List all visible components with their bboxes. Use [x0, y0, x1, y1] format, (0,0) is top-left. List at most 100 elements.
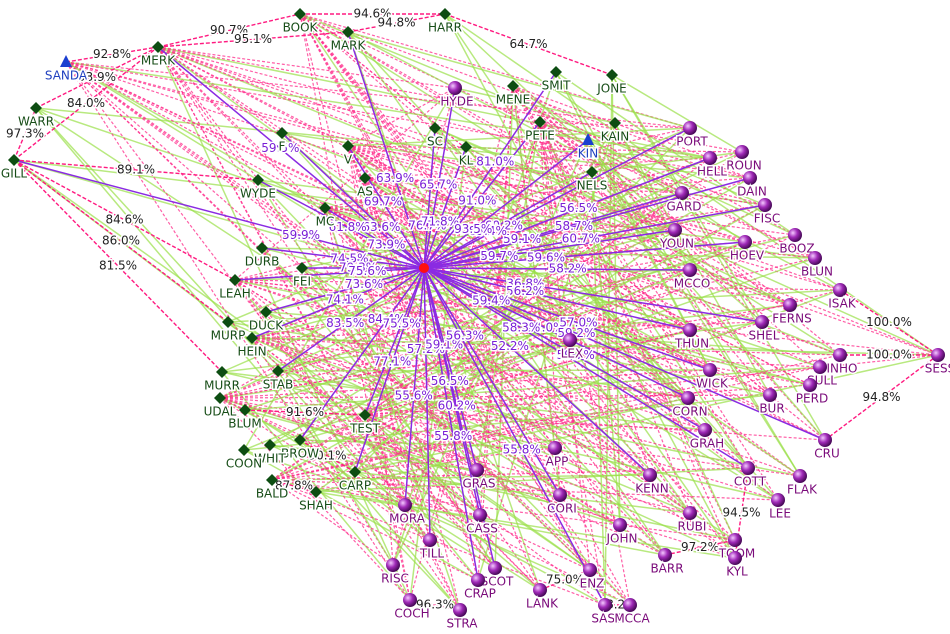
spoke-label: 81.0%	[476, 155, 514, 169]
node-label: RUBI	[678, 520, 707, 534]
background-edge	[539, 121, 631, 606]
node-label: UDAL	[204, 405, 237, 419]
edge	[824, 354, 939, 441]
spoke-label: 55.8%	[434, 429, 472, 443]
spoke-label: 60.7%	[562, 232, 600, 246]
node-label: ISAK	[828, 297, 857, 311]
edge	[347, 13, 446, 33]
diamond-node	[264, 439, 276, 451]
background-edge	[324, 127, 691, 209]
edge	[35, 46, 159, 109]
background-edge	[347, 145, 666, 556]
node-label: BOOK	[283, 21, 319, 35]
spoke-label: 84.4%	[368, 312, 406, 326]
edge	[244, 409, 366, 416]
spoke-label: 55.6%	[395, 388, 433, 402]
edge-label: 93.9%	[78, 70, 116, 84]
background-edge	[434, 127, 736, 559]
background-edge	[444, 13, 676, 231]
background-edge	[219, 397, 591, 571]
spoke-label: 56.5%	[431, 374, 469, 388]
background-edge	[251, 337, 841, 356]
background-edge	[219, 394, 771, 399]
node-label: TEST	[349, 422, 381, 436]
spoke-label: 75.6%	[348, 264, 386, 278]
background-edge	[301, 192, 683, 269]
edge-label: 91.6%	[286, 405, 324, 419]
node-label: GRAH	[690, 437, 724, 451]
spoke-label: 36.8%	[506, 277, 544, 291]
sphere-node	[598, 598, 612, 612]
spoke	[347, 31, 425, 269]
spoke	[423, 121, 541, 269]
background-edge	[591, 171, 621, 526]
spoke-label: 61.8%	[329, 220, 367, 234]
sphere-node	[553, 488, 567, 502]
spoke	[423, 139, 589, 269]
background-edge	[219, 397, 411, 601]
node-label: WARR	[18, 115, 54, 129]
diamond-node	[30, 102, 42, 114]
sphere-node	[398, 498, 412, 512]
background-edge	[65, 61, 631, 606]
edge-label: 90.1%	[308, 449, 346, 463]
background-edge	[251, 337, 556, 449]
spoke-label: 54.0%	[526, 320, 564, 334]
sphere-node	[741, 461, 755, 475]
background-edge	[324, 207, 691, 514]
background-edge	[219, 397, 651, 476]
background-edge	[611, 74, 763, 323]
spoke	[265, 267, 425, 313]
background-edge	[555, 71, 801, 477]
background-edge	[271, 321, 763, 481]
spoke-label: 71.8%	[421, 215, 459, 229]
spoke-label: 59.7%	[557, 348, 595, 362]
edge-label: 86.0%	[102, 234, 140, 248]
sphere-node	[613, 518, 627, 532]
spoke	[423, 267, 606, 606]
edge-label: 94.6%	[353, 7, 391, 21]
spoke-label: 79.3%	[339, 261, 377, 275]
diamond-node	[310, 486, 322, 498]
spoke-label: 56.3%	[446, 329, 484, 343]
spoke-label: 59.1%	[503, 232, 541, 246]
background-edge	[392, 139, 589, 566]
spoke-label: 56.2%	[506, 284, 544, 298]
background-edge	[65, 61, 736, 559]
spoke-label: 58.7%	[555, 219, 593, 233]
spoke	[277, 267, 425, 372]
spoke	[354, 267, 425, 473]
background-edge	[444, 13, 939, 356]
sphere-node	[453, 603, 467, 617]
edge-label: 97.2%	[681, 540, 719, 554]
node-label: FLAK	[787, 483, 818, 497]
spoke-label: 59.6%	[527, 251, 565, 265]
edge	[13, 107, 37, 161]
sphere-node	[448, 81, 462, 95]
spoke	[157, 46, 425, 269]
background-edge	[13, 159, 816, 259]
spoke-label: 69.7%	[364, 195, 402, 209]
spoke-label: 91.0%	[458, 193, 496, 207]
spoke	[423, 267, 478, 471]
spoke	[423, 127, 436, 269]
background-edge	[324, 207, 571, 341]
spoke	[423, 171, 593, 269]
spoke-label: 83.5%	[326, 316, 364, 330]
background-edge	[271, 447, 556, 481]
node-label: WHIT	[254, 452, 286, 466]
spoke	[423, 127, 691, 269]
spoke-label: 60.2%	[485, 219, 523, 233]
node-label: WICK	[696, 377, 729, 391]
sphere-node	[783, 298, 797, 312]
edge-label: 100.0%	[866, 348, 912, 362]
background-edge	[364, 414, 666, 556]
background-edge	[315, 354, 939, 493]
background-edge	[347, 145, 743, 153]
background-edge	[271, 397, 689, 481]
background-edge	[611, 74, 743, 153]
sphere-node	[386, 558, 400, 572]
spoke	[251, 267, 425, 339]
background-edge	[364, 384, 811, 416]
diamond-node	[256, 242, 268, 254]
